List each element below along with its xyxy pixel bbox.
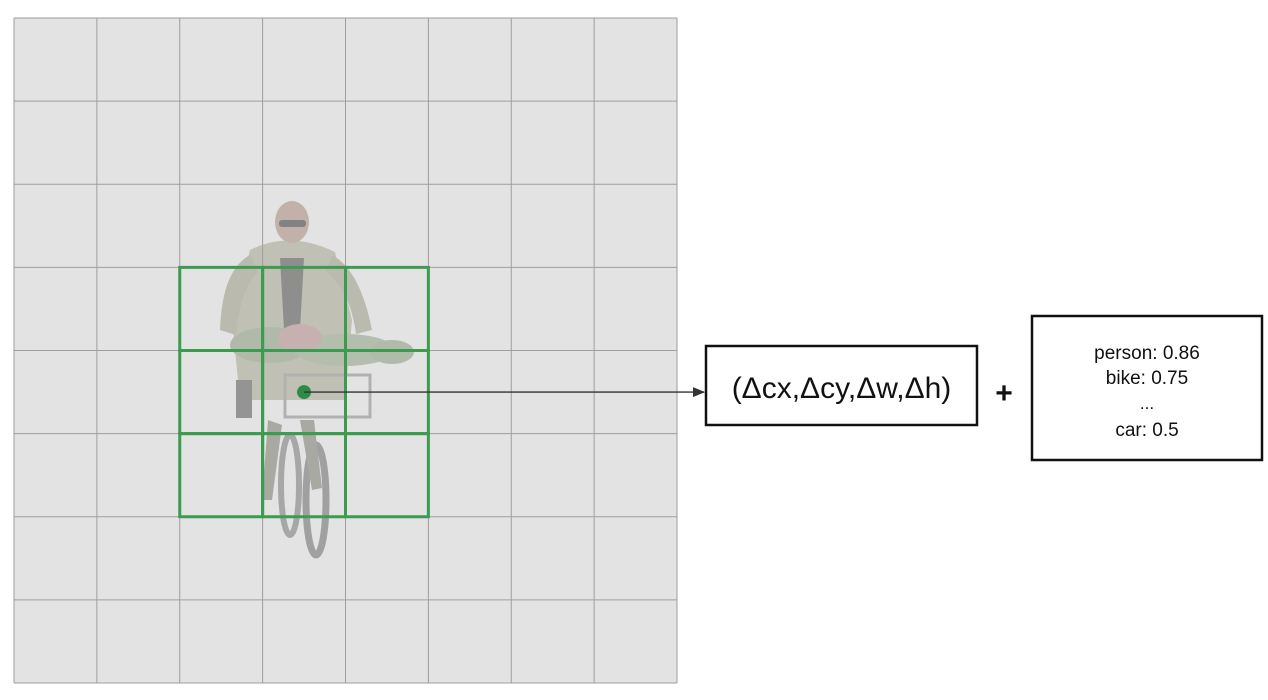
box-offset-text: (Δcx,Δcy,Δw,Δh) [732, 372, 952, 405]
image-panel [13, 17, 678, 684]
box-offset-border [704, 344, 979, 427]
class-scores-output: person: 0.86 bike: 0.75 ... car: 0.5 [1030, 314, 1264, 462]
plus-sign: + [995, 377, 1013, 410]
class-score-person: person: 0.86 [1094, 343, 1200, 364]
anchor-neighborhood-3x3 [178, 265, 430, 519]
box-offset-output: (Δcx,Δcy,Δw,Δh) [704, 344, 979, 427]
class-score-car: car: 0.5 [1115, 420, 1178, 441]
neighborhood-cell [344, 432, 430, 519]
class-scores-border [1030, 314, 1264, 462]
class-score-bike: bike: 0.75 [1106, 368, 1188, 389]
class-score-ellipsis: ... [1140, 394, 1154, 413]
